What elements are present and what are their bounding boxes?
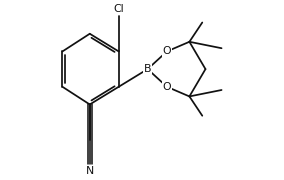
Text: B: B: [144, 64, 151, 74]
Text: Cl: Cl: [113, 4, 124, 14]
Text: O: O: [163, 46, 171, 56]
Text: O: O: [163, 82, 171, 92]
Text: N: N: [86, 166, 94, 175]
